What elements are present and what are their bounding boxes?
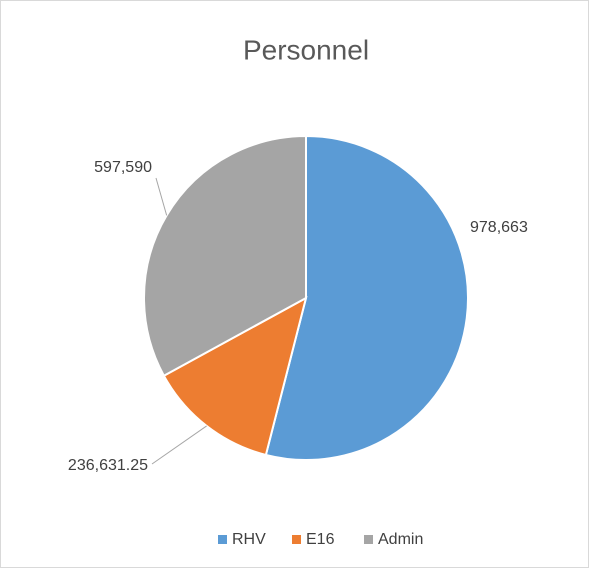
legend-label: E16 xyxy=(306,531,335,548)
leader-line xyxy=(155,177,168,216)
pie-slice xyxy=(162,296,308,457)
legend-swatch xyxy=(218,535,227,544)
pie-slice xyxy=(143,134,307,378)
legend-label: Admin xyxy=(378,531,423,548)
data-label: 597,590 xyxy=(94,159,152,176)
legend-label: RHV xyxy=(232,531,266,548)
data-label: 978,663 xyxy=(470,219,528,236)
legend-swatch xyxy=(364,535,373,544)
leader-line xyxy=(151,425,207,465)
pie-slice xyxy=(264,134,469,461)
data-label: 236,631.25 xyxy=(68,457,148,474)
legend-swatch xyxy=(292,535,301,544)
chart-title: Personnel xyxy=(243,34,369,65)
